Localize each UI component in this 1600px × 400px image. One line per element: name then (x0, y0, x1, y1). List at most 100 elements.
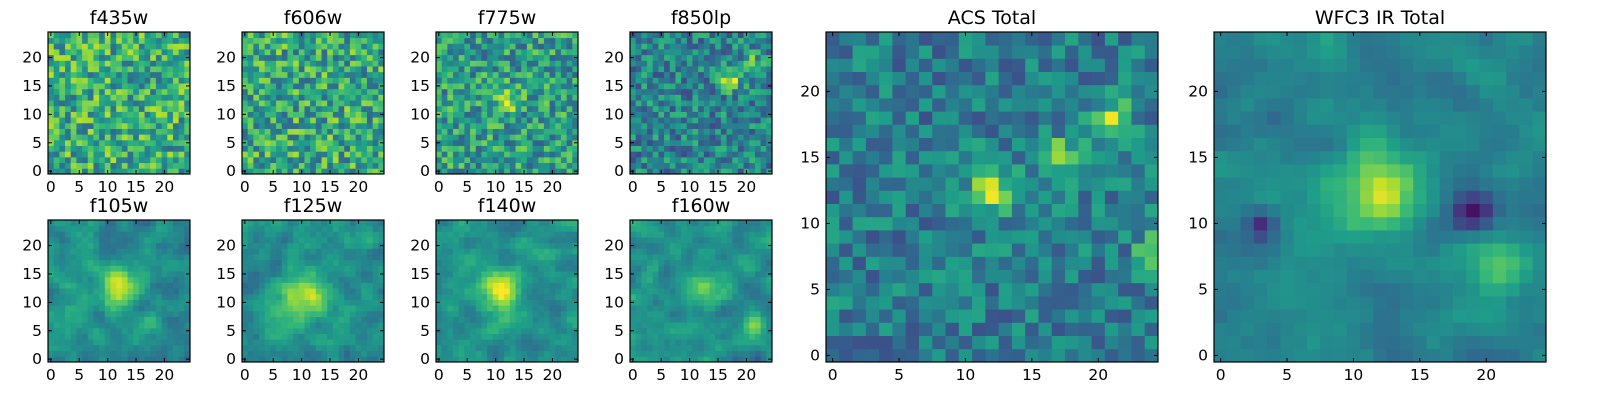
heatmap-cell (492, 94, 499, 101)
heatmap-cell (664, 60, 671, 67)
heatmap-cell (144, 265, 151, 272)
heatmap-cell (504, 151, 511, 158)
heatmap-cell (458, 49, 465, 56)
heatmap-cell (184, 156, 190, 164)
heatmap-cell (87, 276, 94, 283)
heatmap-cell (355, 237, 362, 244)
heatmap-cell (172, 162, 180, 169)
heatmap-cell (732, 32, 739, 39)
heatmap-cell (549, 145, 556, 152)
heatmap-cell (133, 339, 140, 346)
heatmap-cell (53, 151, 60, 158)
heatmap-cell (760, 71, 767, 78)
heatmap-cell (464, 105, 471, 112)
heatmap-cell (172, 344, 180, 352)
heatmap-cell (698, 49, 705, 56)
heatmap-cell (293, 288, 300, 295)
heatmap-cell (453, 117, 460, 124)
heatmap-cell (344, 254, 351, 261)
heatmap-cell (344, 49, 351, 56)
heatmap-cell (70, 333, 77, 340)
heatmap-cell (630, 100, 637, 107)
heatmap-cell (53, 94, 60, 101)
heatmap-cell (743, 333, 750, 340)
heatmap-cell (630, 117, 637, 124)
heatmap-cell (521, 128, 528, 135)
heatmap-cell (276, 128, 283, 135)
heatmap-cell (161, 237, 168, 244)
heatmap-cell (253, 66, 260, 73)
heatmap-cell (82, 88, 89, 95)
heatmap-cell (264, 37, 271, 44)
heatmap-cell (715, 276, 722, 283)
heatmap-cell (167, 288, 174, 295)
heatmap-cell (487, 83, 494, 90)
heatmap-cell (441, 265, 448, 272)
heatmap-cell (287, 145, 294, 152)
heatmap-cell (361, 145, 368, 152)
heatmap-cell (349, 94, 356, 101)
heatmap-cell (453, 305, 460, 312)
heatmap-cell (65, 71, 72, 78)
heatmap-cell (349, 305, 356, 312)
heatmap-cell (349, 100, 356, 107)
heatmap-cell (470, 322, 477, 329)
heatmap-cell (458, 344, 465, 352)
heatmap-cell (172, 105, 180, 112)
heatmap-cell (492, 333, 499, 340)
heatmap-cell (572, 71, 578, 78)
heatmap-cell (754, 344, 762, 352)
heatmap-cell (698, 88, 705, 95)
heatmap-cell (378, 265, 384, 272)
heatmap-cell (481, 54, 488, 61)
heatmap-cell (321, 111, 328, 118)
heatmap-cell (743, 94, 750, 101)
heatmap-cell (498, 305, 505, 312)
heatmap-cell (104, 77, 111, 84)
heatmap-cell (344, 271, 351, 278)
heatmap-cell (76, 299, 83, 306)
heatmap-cell (247, 288, 254, 295)
heatmap-cell (549, 254, 556, 261)
heatmap-cell (652, 128, 659, 135)
heatmap-cell (566, 316, 573, 323)
heatmap-cell (378, 293, 384, 300)
heatmap-cell (652, 117, 659, 124)
heatmap-cell (332, 66, 339, 73)
heatmap-cell (652, 276, 659, 283)
heatmap-cell (686, 100, 693, 107)
heatmap-cell (349, 254, 356, 261)
heatmap-cell (458, 254, 465, 261)
heatmap-cell (133, 156, 140, 164)
heatmap-cell (532, 333, 539, 340)
heatmap-cell (470, 225, 477, 232)
heatmap-cell (669, 344, 676, 352)
heatmap-cell (447, 77, 454, 84)
heatmap-cell (338, 54, 345, 61)
heatmap-cell (247, 105, 254, 112)
heatmap-cell (737, 134, 744, 141)
heatmap-cell (172, 156, 180, 164)
heatmap-cell (281, 88, 288, 95)
heatmap-cell (247, 220, 254, 227)
heatmap-cell (686, 83, 693, 90)
heatmap-cell (178, 32, 185, 39)
heatmap-cell (138, 225, 145, 232)
heatmap-cell (504, 350, 511, 357)
heatmap-cell (110, 156, 117, 164)
heatmap-cell (293, 83, 300, 90)
heatmap-cell (304, 139, 311, 146)
heatmap-cell (161, 162, 168, 169)
heatmap-cell (70, 237, 77, 244)
heatmap-cell (526, 66, 533, 73)
heatmap-cell (652, 134, 659, 141)
x-tick-label: 20 (543, 178, 563, 196)
heatmap-cell (150, 231, 157, 238)
heatmap-cell (70, 37, 77, 44)
heatmap-cell (641, 288, 648, 295)
heatmap-cell (178, 122, 185, 129)
heatmap-cell (304, 237, 311, 244)
heatmap-cell (630, 282, 637, 289)
heatmap-cell (110, 344, 117, 352)
